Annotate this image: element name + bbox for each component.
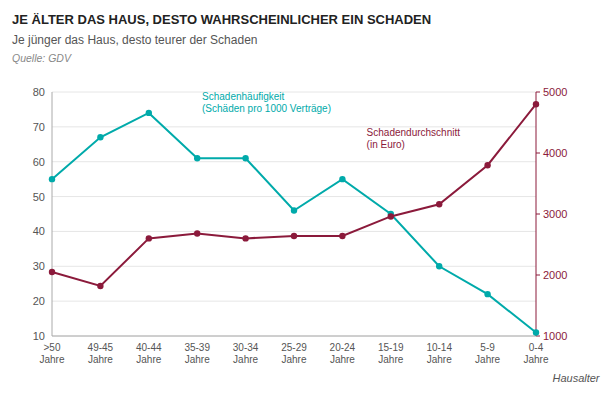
grid-line [52, 196, 536, 197]
grid-line [52, 92, 536, 93]
series-point [533, 329, 539, 335]
grid-line [52, 336, 536, 337]
grid-line [52, 266, 536, 267]
series-point [194, 155, 200, 161]
y-tick-label: 20 [33, 295, 45, 307]
series-line [52, 104, 536, 286]
x-tick-label: 10-14Jahre [426, 342, 452, 365]
grid-line [52, 301, 536, 302]
series-point [533, 101, 539, 107]
series-point [146, 110, 152, 116]
series-line [52, 113, 536, 333]
x-tick-label: 5-9Jahre [475, 342, 500, 365]
x-tick-label: 35-39Jahre [184, 342, 210, 365]
y2-tick [536, 153, 540, 154]
x-tick-label: 30-34Jahre [233, 342, 259, 365]
series-point [146, 235, 152, 241]
series-point [484, 291, 490, 297]
series-point [291, 233, 297, 239]
series-point [484, 162, 490, 168]
x-tick-label: 40-44Jahre [136, 342, 162, 365]
grid-line [52, 231, 536, 232]
x-axis-label: Hausalter [552, 372, 600, 384]
series-point [242, 155, 248, 161]
series-point [436, 263, 442, 269]
y-axis [52, 92, 53, 336]
series-label: Schadenhäufigkeit(Schäden pro 1000 Vertr… [202, 91, 331, 114]
y-tick-label: 30 [33, 260, 45, 272]
y2-tick-label: 1000 [543, 330, 567, 342]
series-point [339, 233, 345, 239]
series-point [291, 207, 297, 213]
y2-tick-label: 5000 [543, 86, 567, 98]
y2-tick-label: 4000 [543, 147, 567, 159]
y2-tick [536, 92, 540, 93]
source: Quelle: GDV [12, 52, 72, 64]
series-point [339, 176, 345, 182]
y-tick-label: 80 [33, 86, 45, 98]
x-tick-label: >50Jahre [39, 342, 64, 365]
grid-line [52, 126, 536, 127]
y2-tick-label: 3000 [543, 208, 567, 220]
series-point [242, 235, 248, 241]
grid-line [52, 161, 536, 162]
title: JE ÄLTER DAS HAUS, DESTO WAHRSCHEINLICHE… [12, 12, 431, 27]
x-tick-label: 25-29Jahre [281, 342, 307, 365]
y2-axis [536, 92, 537, 336]
x-tick-label: 20-24Jahre [330, 342, 356, 365]
series-point [388, 213, 394, 219]
x-axis [52, 336, 536, 337]
series-point [97, 134, 103, 140]
x-tick-label: 0-4Jahre [523, 342, 548, 365]
series-point [49, 269, 55, 275]
series-point [194, 230, 200, 236]
plot-area [49, 101, 539, 336]
y-tick-label: 40 [33, 225, 45, 237]
series-point [97, 283, 103, 289]
x-tick-label: 15-19Jahre [378, 342, 404, 365]
y-tick-label: 70 [33, 121, 45, 133]
y2-tick-label: 2000 [543, 269, 567, 281]
y-tick-label: 10 [33, 330, 45, 342]
x-tick-label: 49-45Jahre [88, 342, 114, 365]
subtitle: Je jünger das Haus, desto teurer der Sch… [12, 33, 257, 47]
series-point [49, 176, 55, 182]
series-point [436, 201, 442, 207]
y-tick-label: 60 [33, 156, 45, 168]
y2-tick [536, 214, 540, 215]
y2-tick [536, 275, 540, 276]
series-label: Schadendurchschnitt(in Euro) [367, 127, 461, 150]
y-tick-label: 50 [33, 191, 45, 203]
